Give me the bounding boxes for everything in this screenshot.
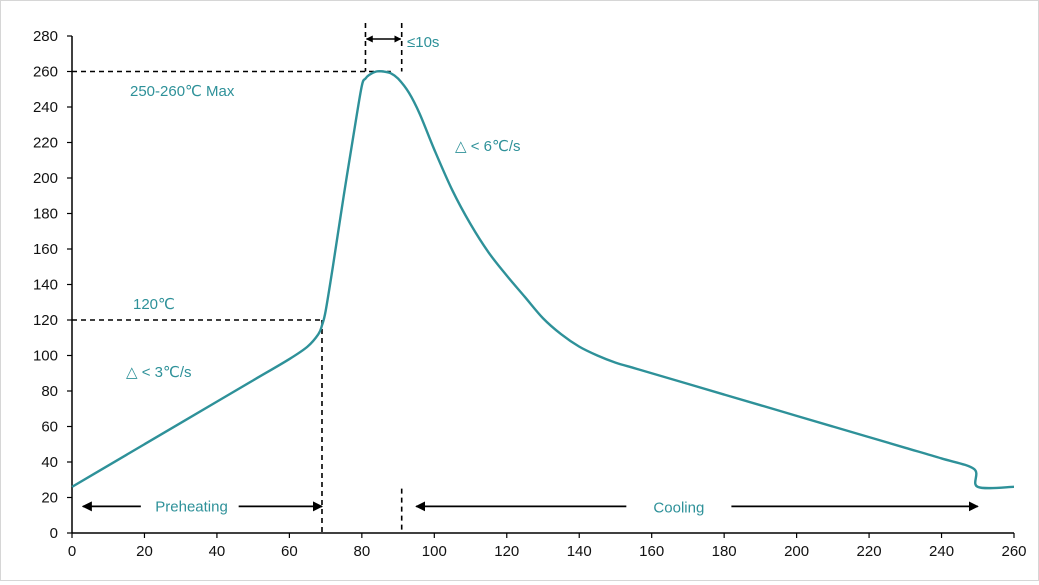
x-tick-label: 200 <box>784 543 809 560</box>
x-tick-label: 160 <box>639 543 664 560</box>
y-tick-label: 240 <box>33 99 58 116</box>
ramp-up-rate-label: △ < 3℃/s <box>126 364 192 381</box>
x-tick-label: 0 <box>68 543 76 560</box>
y-tick-label: 80 <box>41 383 58 400</box>
annotation-labels: Preheating Cooling 250-260℃ Max 120℃ △ < 3℃/… <box>126 34 704 516</box>
series-layer <box>71 69 1015 490</box>
y-tick-label: 220 <box>33 135 58 152</box>
guide-lines <box>72 23 403 533</box>
y-tick-label: 120 <box>33 312 58 329</box>
x-tick-label: 20 <box>136 543 153 560</box>
x-tick-label: 100 <box>422 543 447 560</box>
y-tick-label: 40 <box>41 454 58 471</box>
y-tick-label: 200 <box>33 170 58 187</box>
y-tick-label: 140 <box>33 277 58 294</box>
x-tick-label: 40 <box>209 543 226 560</box>
y-tick-label: 0 <box>50 525 58 542</box>
y-tick-label: 100 <box>33 348 58 365</box>
y-tick-label: 280 <box>33 28 58 45</box>
axes: 0 20 40 60 80 100 120 140 160 180 200 220 240 260 0 20 4… <box>33 28 1027 560</box>
x-tick-label: 180 <box>712 543 737 560</box>
x-tick-label: 140 <box>567 543 592 560</box>
y-tick-label: 60 <box>41 419 58 436</box>
y-tick-label: 180 <box>33 206 58 223</box>
preheat-temperature-label: 120℃ <box>133 296 175 313</box>
temperature-curve <box>71 69 1015 490</box>
y-tick-label: 160 <box>33 241 58 258</box>
y-tick-label: 20 <box>41 490 58 507</box>
ramp-down-rate-label: △ < 6℃/s <box>455 138 521 155</box>
y-tick-label: 260 <box>33 64 58 81</box>
x-tick-label: 260 <box>1001 543 1026 560</box>
preheating-label: Preheating <box>155 498 228 515</box>
x-tick-label: 220 <box>857 543 882 560</box>
x-tick-label: 240 <box>929 543 954 560</box>
x-tick-label: 80 <box>354 543 371 560</box>
peak-temperature-label: 250-260℃ Max <box>130 83 235 100</box>
cooling-label: Cooling <box>653 499 704 516</box>
phase-arrows <box>81 35 979 512</box>
peak-time-label: ≤10s <box>407 34 439 51</box>
x-tick-label: 60 <box>281 543 298 560</box>
x-tick-label: 120 <box>494 543 519 560</box>
